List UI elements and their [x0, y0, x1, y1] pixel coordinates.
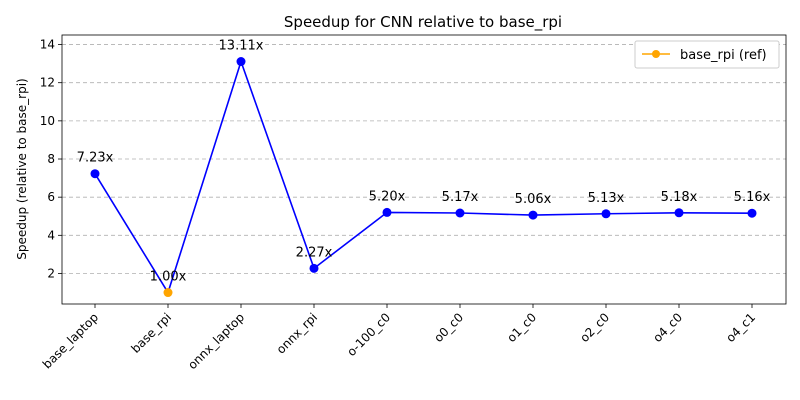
- data-label-onnx_rpi: 2.27x: [296, 245, 333, 260]
- x-tick-label-o1_c0: o1_c0: [504, 310, 539, 345]
- data-label-o0_c0: 5.17x: [442, 190, 479, 205]
- x-tick-label-o4_c1: o4_c1: [723, 310, 758, 345]
- legend-entry-label: base_rpi (ref): [680, 48, 767, 63]
- data-label-onnx_laptop: 13.11x: [219, 39, 264, 54]
- data-label-base_rpi: 1.00x: [150, 270, 187, 285]
- data-label-o1_c0: 5.06x: [515, 192, 552, 207]
- data-point-onnx_laptop: [236, 57, 246, 67]
- x-tick-label-base_rpi: base_rpi: [129, 310, 175, 356]
- y-tick-label-10: 10: [40, 114, 55, 128]
- x-tick-label-o0_c0: o0_c0: [431, 310, 466, 345]
- data-point-o4_c0: [674, 208, 684, 218]
- data-point-o-100_c0: [382, 207, 392, 217]
- y-axis-label: Speedup (relative to base_rpi): [15, 78, 29, 259]
- data-point-base_rpi: [163, 288, 173, 298]
- data-point-o4_c1: [747, 208, 757, 218]
- x-tick-label-o4_c0: o4_c0: [650, 310, 685, 345]
- data-label-o-100_c0: 5.20x: [369, 189, 406, 204]
- data-label-o4_c0: 5.18x: [661, 190, 698, 205]
- legend: base_rpi (ref): [634, 40, 780, 69]
- y-tick-label-14: 14: [40, 38, 55, 52]
- grid-lines: [62, 44, 786, 274]
- x-axis-ticks: base_laptop base_rpi onnx_laptop onnx_rpi o-…: [40, 304, 758, 372]
- y-tick-label-12: 12: [40, 76, 55, 90]
- y-axis-ticks: 2 4 6 8 10 12 14: [40, 38, 62, 280]
- data-labels: 7.23x 1.00x 13.11x 2.27x 5.20x 5.17x 5.06x 5.13…: [77, 39, 771, 285]
- x-tick-label-o-100_c0: o-100_c0: [344, 310, 393, 359]
- speedup-line: [94, 58, 753, 295]
- speedup-series: [94, 58, 753, 295]
- data-point-base_laptop: [90, 169, 100, 179]
- y-tick-label-8: 8: [47, 152, 55, 166]
- chart-title: Speedup for CNN relative to base_rpi: [284, 13, 562, 32]
- data-label-o4_c1: 5.16x: [734, 190, 771, 205]
- legend-dot-marker: [652, 50, 660, 58]
- x-tick-label-onnx_rpi: onnx_rpi: [274, 310, 320, 356]
- legend-box: [634, 40, 780, 69]
- data-label-o2_c0: 5.13x: [588, 191, 625, 206]
- y-tick-label-2: 2: [47, 266, 55, 280]
- data-point-o2_c0: [601, 209, 611, 219]
- y-tick-label-4: 4: [47, 228, 55, 242]
- data-points: [90, 57, 757, 298]
- x-tick-label-base_laptop: base_laptop: [40, 310, 101, 371]
- data-point-o1_c0: [528, 210, 538, 220]
- plot-frame: [61, 34, 787, 305]
- x-tick-label-o2_c0: o2_c0: [577, 310, 612, 345]
- data-point-onnx_rpi: [309, 263, 319, 273]
- data-point-o0_c0: [455, 208, 465, 218]
- x-tick-label-onnx_laptop: onnx_laptop: [185, 310, 247, 372]
- data-label-base_laptop: 7.23x: [77, 151, 114, 166]
- y-tick-label-6: 6: [47, 190, 55, 204]
